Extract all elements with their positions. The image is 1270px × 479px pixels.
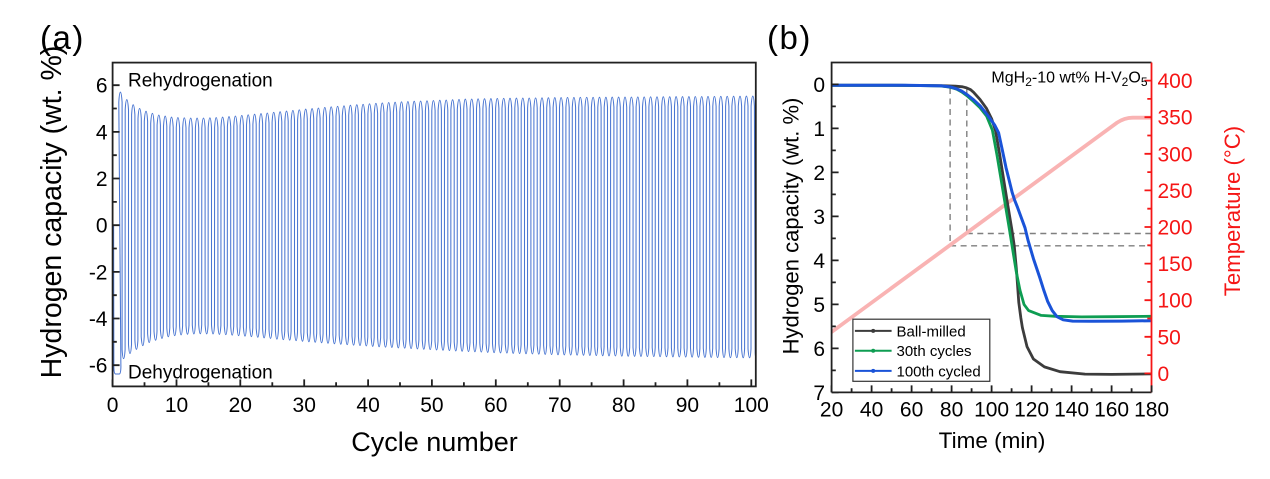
svg-text:2: 2 bbox=[96, 168, 108, 191]
svg-text:Rehydrogenation: Rehydrogenation bbox=[128, 71, 273, 92]
svg-text:150: 150 bbox=[1158, 253, 1193, 276]
svg-text:0: 0 bbox=[107, 394, 119, 417]
svg-text:90: 90 bbox=[676, 394, 699, 417]
svg-text:Temperature (°C): Temperature (°C) bbox=[1220, 126, 1245, 296]
svg-text:100th cycled: 100th cycled bbox=[897, 363, 981, 380]
svg-text:Hydrogen capacity (wt. %): Hydrogen capacity (wt. %) bbox=[779, 98, 804, 355]
svg-text:0: 0 bbox=[1158, 363, 1170, 386]
svg-text:Hydrogen capacity (wt. %): Hydrogen capacity (wt. %) bbox=[36, 46, 68, 379]
svg-text:-2: -2 bbox=[89, 261, 108, 284]
svg-text:10: 10 bbox=[165, 394, 188, 417]
svg-text:-6: -6 bbox=[89, 355, 108, 378]
svg-text:5: 5 bbox=[813, 294, 825, 317]
svg-text:Dehydrogenation: Dehydrogenation bbox=[128, 363, 273, 384]
svg-text:100: 100 bbox=[974, 399, 1009, 422]
svg-text:6: 6 bbox=[813, 338, 825, 361]
svg-text:300: 300 bbox=[1158, 143, 1193, 166]
svg-text:2: 2 bbox=[813, 162, 825, 185]
svg-text:30th cycles: 30th cycles bbox=[897, 343, 972, 360]
svg-text:6: 6 bbox=[96, 75, 108, 98]
svg-text:140: 140 bbox=[1054, 399, 1089, 422]
svg-text:Time (min): Time (min) bbox=[939, 428, 1046, 453]
svg-text:20: 20 bbox=[229, 394, 252, 417]
svg-text:60: 60 bbox=[484, 394, 507, 417]
svg-text:100: 100 bbox=[1158, 290, 1193, 313]
svg-text:350: 350 bbox=[1158, 107, 1193, 130]
svg-text:200: 200 bbox=[1158, 217, 1193, 240]
svg-text:1: 1 bbox=[813, 118, 825, 141]
svg-text:400: 400 bbox=[1158, 70, 1193, 93]
svg-text:0: 0 bbox=[96, 215, 108, 238]
svg-text:7: 7 bbox=[813, 382, 825, 405]
svg-text:Cycle number: Cycle number bbox=[351, 427, 518, 457]
svg-text:MgH2-10 wt% H-V2O5: MgH2-10 wt% H-V2O5 bbox=[991, 70, 1147, 90]
svg-text:80: 80 bbox=[940, 399, 963, 422]
svg-text:0: 0 bbox=[813, 74, 825, 97]
svg-text:50: 50 bbox=[420, 394, 443, 417]
svg-text:3: 3 bbox=[813, 206, 825, 229]
svg-text:(b): (b) bbox=[767, 19, 812, 56]
svg-text:50: 50 bbox=[1158, 326, 1181, 349]
svg-text:30: 30 bbox=[293, 394, 316, 417]
svg-text:70: 70 bbox=[548, 394, 571, 417]
svg-text:180: 180 bbox=[1134, 399, 1169, 422]
svg-text:-4: -4 bbox=[89, 308, 108, 331]
svg-text:250: 250 bbox=[1158, 180, 1193, 203]
svg-text:20: 20 bbox=[820, 399, 843, 422]
svg-text:(a): (a) bbox=[40, 19, 85, 56]
svg-text:100: 100 bbox=[734, 394, 769, 417]
svg-text:Ball-milled: Ball-milled bbox=[897, 323, 966, 340]
svg-text:160: 160 bbox=[1094, 399, 1129, 422]
svg-text:40: 40 bbox=[860, 399, 883, 422]
svg-text:80: 80 bbox=[612, 394, 635, 417]
svg-text:40: 40 bbox=[356, 394, 379, 417]
svg-text:60: 60 bbox=[900, 399, 923, 422]
svg-text:4: 4 bbox=[813, 250, 825, 273]
svg-text:120: 120 bbox=[1014, 399, 1049, 422]
svg-text:4: 4 bbox=[96, 121, 108, 144]
